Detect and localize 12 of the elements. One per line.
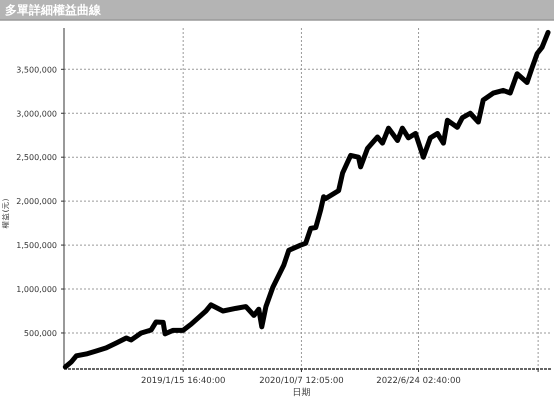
y-tick-label: 1,500,000 <box>16 241 57 250</box>
x-axis-title: 日期 <box>292 387 310 397</box>
y-tick-label: 3,000,000 <box>16 109 57 118</box>
y-tick-label: 3,500,000 <box>16 65 57 74</box>
y-tick-label: 1,000,000 <box>16 285 57 294</box>
x-tick-label: 2022/6/24 02:40:00 <box>376 376 461 386</box>
y-tick-label: 500,000 <box>24 328 57 338</box>
y-tick-label: 2,500,000 <box>16 153 57 162</box>
x-tick-label: 2019/1/15 16:40:00 <box>140 376 226 386</box>
chart-title: 多單詳細權益曲線 <box>5 3 102 17</box>
x-tick-label: 2020/10/7 12:05:00 <box>259 376 344 386</box>
y-tick-label: 2,000,000 <box>16 197 57 206</box>
